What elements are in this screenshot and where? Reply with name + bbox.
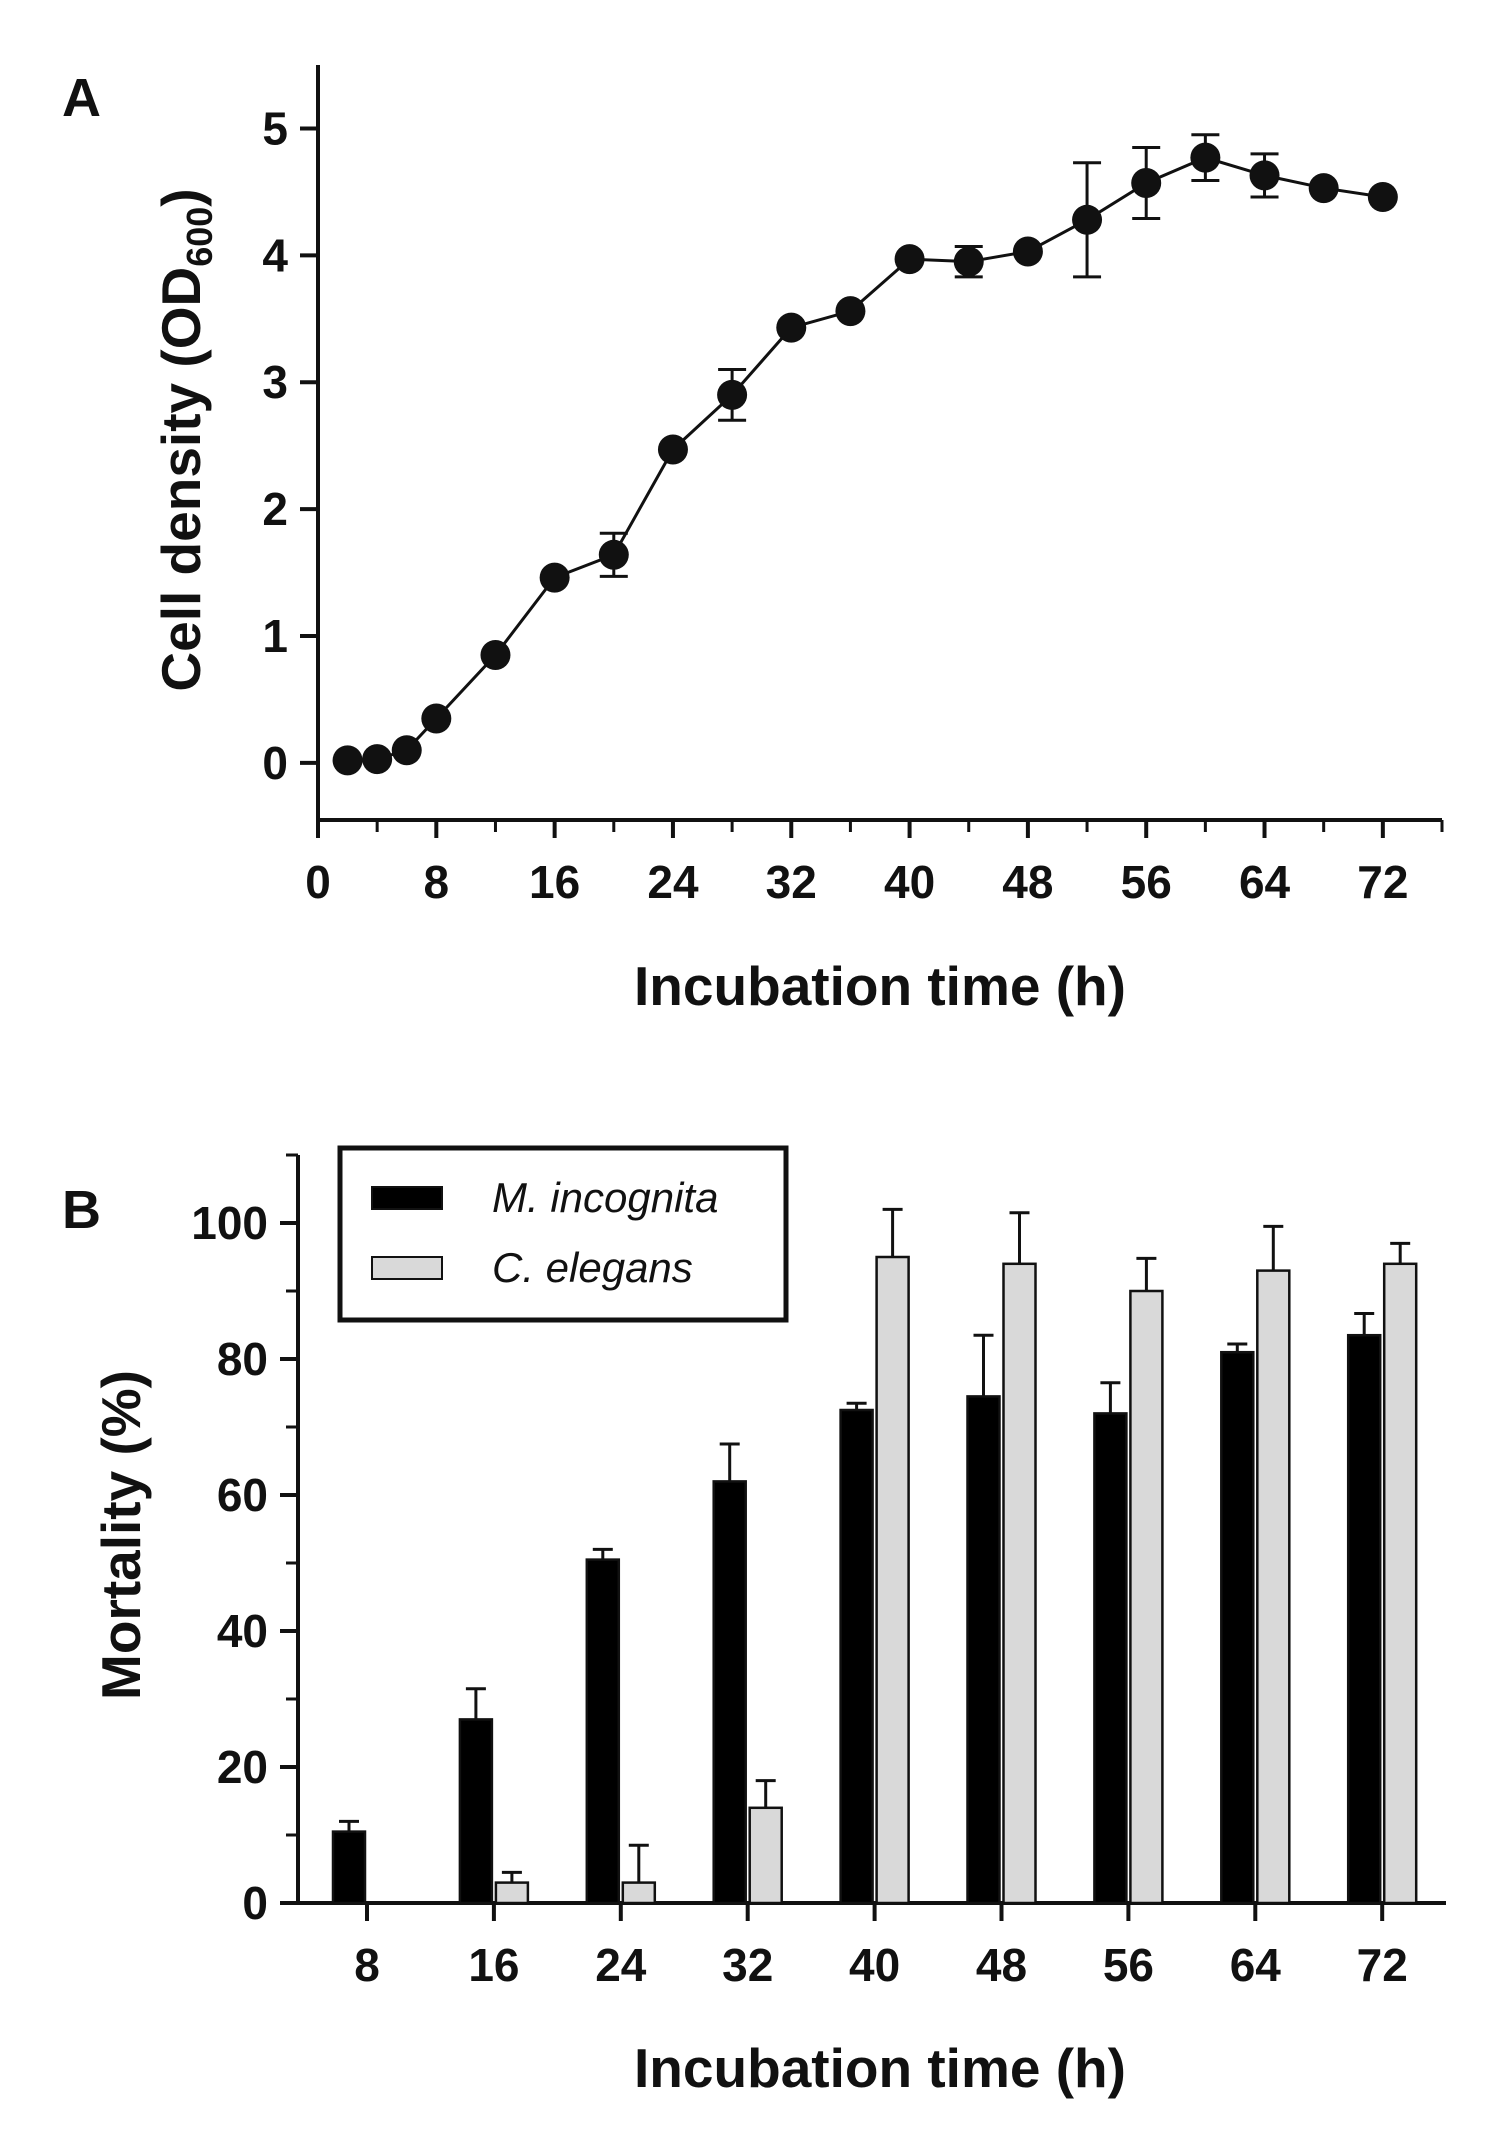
x-tick-label: 8: [354, 1939, 380, 1991]
bar: [1129, 1289, 1164, 1905]
data-point: [332, 745, 363, 776]
bar: [1002, 1262, 1037, 1905]
data-point: [835, 296, 866, 327]
data-point: [717, 379, 748, 410]
panel-a-y-ticks: 0 1 2 3 4 5: [262, 102, 318, 789]
x-tick-label: 8: [424, 856, 450, 908]
data-point: [391, 735, 422, 766]
data-point: [657, 434, 688, 465]
panel-a-y-axis-title: Cell density (OD600): [150, 188, 220, 691]
panel-a-label: A: [62, 68, 101, 128]
bar: [839, 1408, 874, 1905]
series-line: [347, 156, 1384, 762]
x-tick-label: 56: [1103, 1939, 1154, 1991]
y-tick-label: 0: [242, 1877, 268, 1929]
bar: [748, 1806, 783, 1905]
bar: [1220, 1350, 1255, 1905]
x-tick-label: 16: [529, 856, 580, 908]
data-point: [362, 744, 393, 775]
panel-b-legend: M. incognita C. elegans: [337, 1145, 789, 1323]
x-tick-label: 40: [884, 856, 935, 908]
bar: [621, 1881, 657, 1905]
x-tick-label: 24: [595, 1939, 647, 1991]
data-point: [480, 640, 511, 671]
panel-a-y-axis-title-close: ): [150, 188, 212, 206]
bar: [458, 1718, 494, 1905]
x-tick-label: 0: [305, 856, 331, 908]
panel-a: A 0 1 2 3 4 5 0 8 16 24 32 40 48 56 64 72 Incubation t…: [62, 65, 1444, 1017]
data-point: [894, 244, 925, 275]
x-tick-label: 48: [976, 1939, 1027, 1991]
legend-swatch-c-elegans: [371, 1256, 443, 1280]
bar: [966, 1395, 1001, 1905]
x-tick-label: 40: [849, 1939, 900, 1991]
y-tick-label: 1: [262, 610, 288, 662]
bar: [494, 1881, 530, 1905]
panel-b-y-axis-title: Mortality (%): [90, 1370, 152, 1700]
bar: [1382, 1262, 1418, 1905]
y-tick-label: 20: [217, 1741, 268, 1793]
legend-swatch-m-incognita: [371, 1186, 443, 1210]
bar: [875, 1255, 910, 1905]
panel-a-y-axis-title-main: Cell density (OD: [150, 267, 212, 692]
y-tick-label: 2: [262, 483, 288, 535]
x-tick-label: 64: [1230, 1939, 1282, 1991]
x-tick-label: 56: [1121, 856, 1172, 908]
x-tick-label: 32: [722, 1939, 773, 1991]
data-point: [1131, 168, 1162, 199]
y-tick-label: 0: [262, 737, 288, 789]
panel-b-label: B: [62, 1180, 101, 1240]
y-tick-label: 5: [262, 102, 288, 154]
y-tick-label: 40: [217, 1605, 268, 1657]
data-point: [776, 312, 807, 343]
legend-box: [337, 1145, 789, 1323]
x-tick-label: 48: [1002, 856, 1053, 908]
data-point: [1072, 204, 1103, 235]
panel-a-series: [332, 133, 1398, 776]
x-tick-label: 64: [1239, 856, 1291, 908]
panel-b: B 0 20 40 60 80 100 8 16 24 32 40 48 56 64 72 Incubat…: [62, 1145, 1446, 2099]
x-tick-label: 72: [1357, 856, 1408, 908]
data-point: [1367, 181, 1398, 212]
legend-label-c-elegans: C. elegans: [492, 1244, 693, 1291]
panel-b-y-ticks: 0 20 40 60 80 100: [191, 1153, 298, 1929]
y-tick-label: 80: [217, 1333, 268, 1385]
legend-label-m-incognita: M. incognita: [492, 1174, 718, 1221]
x-tick-label: 32: [766, 856, 817, 908]
y-tick-label: 3: [262, 356, 288, 408]
data-point: [598, 539, 629, 570]
bar: [585, 1558, 621, 1905]
panel-a-y-axis-title-sub: 600: [179, 207, 220, 267]
bar: [1346, 1333, 1382, 1905]
x-tick-label: 16: [468, 1939, 519, 1991]
panel-b-x-axis-title: Incubation time (h): [634, 2037, 1126, 2099]
bar: [712, 1480, 747, 1905]
panel-b-x-ticks: 8 16 24 32 40 48 56 64 72: [354, 1903, 1408, 1991]
panel-a-x-ticks: 0 8 16 24 32 40 48 56 64 72: [305, 820, 1444, 908]
bar: [1093, 1412, 1128, 1905]
panel-b-bars: [331, 1207, 1418, 1905]
data-point: [953, 246, 984, 277]
y-tick-label: 4: [262, 229, 288, 281]
bar: [1256, 1269, 1291, 1905]
y-tick-label: 60: [217, 1469, 268, 1521]
bar: [331, 1830, 367, 1905]
data-point: [1249, 160, 1280, 191]
x-tick-label: 24: [647, 856, 699, 908]
panel-a-x-axis-title: Incubation time (h): [634, 955, 1126, 1017]
y-tick-label: 100: [191, 1197, 268, 1249]
x-tick-label: 72: [1357, 1939, 1408, 1991]
data-point: [421, 703, 452, 734]
data-point: [1190, 142, 1221, 173]
data-point: [539, 562, 570, 593]
data-point: [1308, 173, 1339, 204]
data-point: [1012, 236, 1043, 267]
